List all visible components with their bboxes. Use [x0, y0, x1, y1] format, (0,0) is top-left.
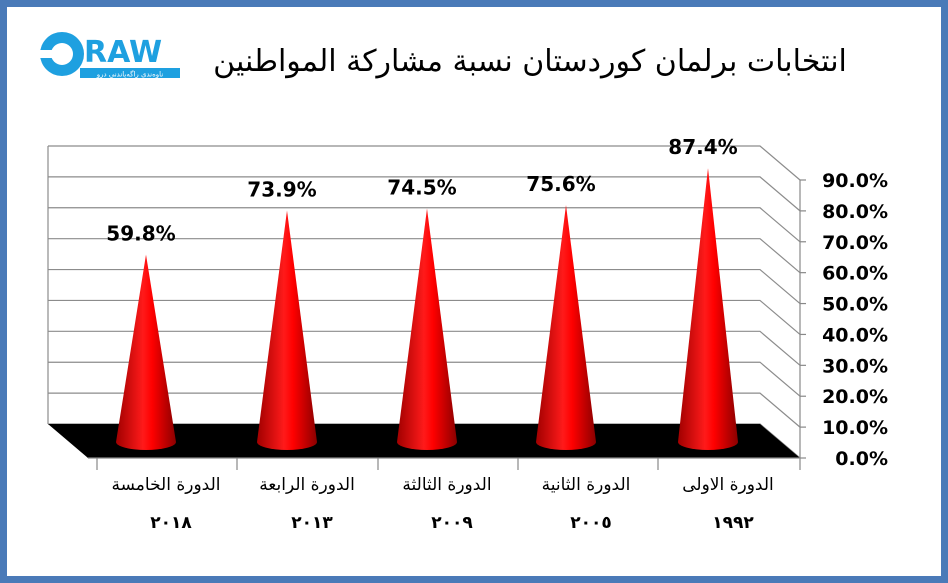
y-tick-label: 60.0% [822, 263, 888, 285]
y-axis-ticks: 0.0% 10.0% 20.0% 30.0% 40.0% 50.0% 60.0% 70.0% 8… [800, 170, 888, 470]
value-label: 75.6% [526, 172, 595, 196]
cone-bar [116, 254, 176, 450]
y-tick-label: 70.0% [822, 232, 888, 254]
chart-title: انتخابات برلمان كوردستان نسبة مشاركة الم… [213, 44, 847, 79]
year-label: ٢٠٠٥ [570, 513, 612, 533]
y-tick-label: 80.0% [822, 201, 888, 223]
cone-bar [257, 210, 317, 450]
value-labels: 59.8% 73.9% 74.5% 75.6% 87.4% [106, 135, 737, 245]
y-tick-label: 30.0% [822, 355, 888, 377]
category-label: الدورة الاولى [682, 475, 774, 495]
draw-logo: RAW ناوەندی راگەیاندنی درو [40, 32, 180, 79]
gridline [48, 145, 801, 181]
year-label: ٢٠١٨ [150, 513, 192, 533]
y-tick-label: 20.0% [822, 386, 888, 408]
cone-bar [678, 168, 738, 450]
y-tick-label: 10.0% [822, 417, 888, 439]
cone-bar [397, 208, 457, 450]
value-label: 87.4% [668, 135, 737, 159]
y-tick-label: 0.0% [835, 448, 888, 470]
category-label: الدورة الثالثة [402, 475, 491, 495]
y-tick-label: 40.0% [822, 324, 888, 346]
category-labels: الدورة الخامسة ٢٠١٨ الدورة الرابعة ٢٠١٣ الدو… [96, 458, 801, 533]
logo-text: RAW [84, 35, 162, 70]
value-label: 73.9% [247, 177, 316, 201]
y-tick-label: 90.0% [822, 170, 888, 192]
gridlines [47, 145, 801, 459]
gridline [48, 207, 801, 243]
gridline [48, 176, 801, 212]
category-label: الدورة الرابعة [259, 475, 355, 495]
value-label: 74.5% [387, 176, 456, 200]
value-label: 59.8% [106, 222, 175, 246]
year-label: ١٩٩٢ [712, 513, 754, 533]
category-label: الدورة الخامسة [112, 475, 221, 495]
year-label: ٢٠٠٩ [431, 513, 473, 533]
cone-bar [536, 205, 596, 450]
cones [116, 168, 738, 450]
y-tick-label: 50.0% [822, 294, 888, 316]
category-label: الدورة الثانية [542, 475, 631, 495]
year-label: ٢٠١٣ [291, 513, 333, 533]
logo-tagline: ناوەندی راگەیاندنی درو [96, 70, 164, 79]
